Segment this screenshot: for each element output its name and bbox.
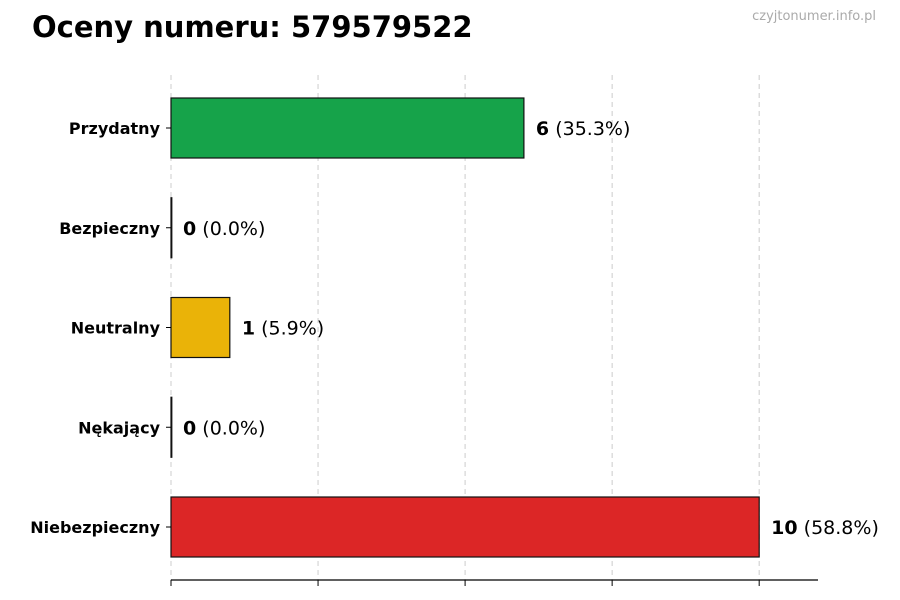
watermark: czyjtonumer.info.pl: [752, 9, 876, 24]
value-label: 6 (35.3%): [536, 118, 630, 140]
count: 0: [183, 218, 196, 240]
percent: (5.9%): [261, 318, 324, 340]
percent: (0.0%): [202, 218, 265, 240]
percent: (0.0%): [202, 417, 265, 439]
bar-przydatny: [170, 97, 525, 159]
category-label: Nękający: [78, 418, 160, 437]
value-label: 0 (0.0%): [183, 218, 265, 240]
chart-title: Oceny numeru: 579579522: [32, 10, 473, 44]
bar-neutralny: [170, 296, 231, 359]
category-label: Niebezpieczny: [30, 518, 160, 537]
count: 10: [771, 517, 797, 539]
bar-bezpieczny: [170, 197, 173, 259]
value-label: 1 (5.9%): [242, 318, 324, 340]
percent: (58.8%): [804, 517, 879, 539]
bar-niebezpieczny: [170, 496, 760, 558]
count: 1: [242, 318, 255, 340]
bar-nękający: [170, 396, 173, 458]
percent: (35.3%): [555, 118, 630, 140]
count: 6: [536, 118, 549, 140]
count: 0: [183, 417, 196, 439]
category-label: Przydatny: [69, 119, 161, 138]
category-label: Bezpieczny: [59, 219, 160, 238]
value-label: 10 (58.8%): [771, 517, 879, 539]
category-label: Neutralny: [71, 319, 161, 338]
value-label: 0 (0.0%): [183, 417, 265, 439]
